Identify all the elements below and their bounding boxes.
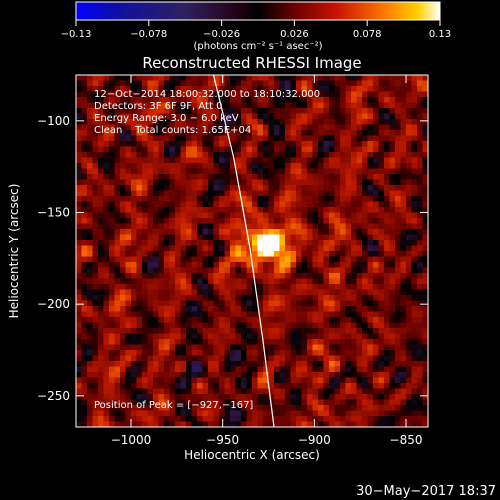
solar-limb-curve [212, 75, 275, 427]
colorbar-tick-label: 0.13 [429, 29, 451, 40]
annotation-energy-range: Energy Range: 3.0 − 6.0 keV [94, 113, 239, 124]
x-tick-label: −1000 [111, 433, 152, 447]
plot-frame [75, 74, 429, 428]
x-tick-label: −900 [298, 433, 331, 447]
heatmap-image [76, 75, 428, 427]
peak-position-label: Position of Peak = [−927,−167] [94, 400, 253, 411]
plot-area: −1000 −950 −900 −850 −100 −150 −200 −250 [37, 74, 429, 447]
annotation-time-range: 12−Oct−2014 18:00:32.000 to 18:10:32.000 [94, 89, 320, 100]
colorbar: −0.13 −0.078 −0.026 0.026 0.078 0.13 (photons… [61, 1, 451, 52]
y-axis-label: Heliocentric Y (arcsec) [7, 184, 21, 319]
y-tick-label: −250 [37, 389, 70, 403]
y-tick-label: −200 [37, 297, 70, 311]
annotation-clean-counts: Clean Total counts: 1.65E+04 [94, 125, 251, 136]
colorbar-frame [75, 1, 441, 21]
x-tick-label: −950 [206, 433, 239, 447]
y-axis-ticks: −100 −150 −200 −250 [37, 114, 428, 403]
footer-date: 30−May−2017 18:37 [356, 484, 496, 499]
x-axis-ticks: −1000 −950 −900 −850 [111, 75, 423, 447]
colorbar-tick-label: 0.026 [280, 29, 309, 40]
annotation-block: 12−Oct−2014 18:00:32.000 to 18:10:32.000… [94, 89, 320, 136]
colorbar-ticks: −0.13 −0.078 −0.026 0.026 0.078 0.13 [61, 20, 451, 40]
chart-title: Reconstructed RHESSI Image [142, 54, 361, 72]
colorbar-label: (photons cm⁻² s⁻¹ asec⁻²) [193, 41, 322, 52]
colorbar-tick-label: −0.078 [130, 29, 167, 40]
y-tick-label: −100 [37, 114, 70, 128]
colorbar-tick-label: −0.026 [203, 29, 240, 40]
colorbar-tick-label: 0.078 [353, 29, 382, 40]
y-tick-label: −150 [37, 206, 70, 220]
x-axis-label: Heliocentric X (arcsec) [184, 448, 320, 462]
colorbar-gradient [76, 2, 440, 20]
x-tick-label: −850 [390, 433, 423, 447]
colorbar-tick-label: −0.13 [61, 29, 92, 40]
annotation-detectors: Detectors: 3F 6F 9F, Att 0 [94, 101, 222, 112]
